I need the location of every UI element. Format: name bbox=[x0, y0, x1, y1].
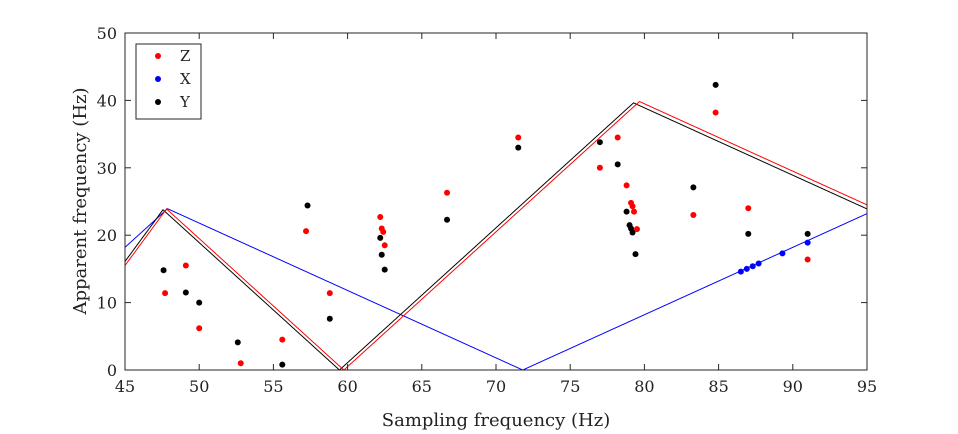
points-x bbox=[737, 239, 811, 275]
data-point-x bbox=[749, 263, 756, 270]
y-tick-label: 0 bbox=[107, 361, 117, 380]
x-tick-label: 55 bbox=[263, 377, 283, 396]
data-point-z bbox=[745, 205, 752, 212]
x-tick-label: 90 bbox=[783, 377, 803, 396]
data-point-y bbox=[712, 81, 719, 88]
data-point-y bbox=[745, 230, 752, 237]
data-point-z bbox=[303, 228, 310, 235]
data-point-y bbox=[381, 266, 388, 273]
y-tick-label: 10 bbox=[97, 294, 117, 313]
series-line-z bbox=[125, 101, 867, 370]
data-point-z bbox=[444, 189, 451, 196]
data-point-z bbox=[279, 336, 286, 343]
series-line-y bbox=[125, 102, 867, 370]
data-point-y bbox=[614, 161, 621, 168]
data-point-z bbox=[377, 214, 384, 220]
y-axis-label: Apparent frequency (Hz) bbox=[70, 87, 91, 315]
legend-marker-x bbox=[155, 76, 161, 82]
data-point-y bbox=[515, 144, 522, 151]
data-point-y bbox=[182, 289, 189, 296]
x-axis: 45 50 55 60 65 70 75 80 85 90 95 bbox=[115, 33, 877, 396]
data-point-y bbox=[279, 361, 286, 368]
legend-marker-z bbox=[155, 53, 161, 59]
y-tick-label: 50 bbox=[97, 24, 117, 43]
data-point-z bbox=[182, 262, 189, 269]
x-tick-label: 45 bbox=[115, 377, 135, 396]
x-tick-label: 50 bbox=[189, 377, 209, 396]
y-tick-label: 40 bbox=[97, 91, 117, 110]
data-point-z bbox=[804, 256, 811, 263]
data-point-y bbox=[378, 251, 385, 258]
data-point-y bbox=[690, 184, 697, 191]
legend-marker-y bbox=[155, 99, 161, 105]
data-point-y bbox=[623, 208, 630, 215]
data-point-z bbox=[690, 211, 697, 218]
y-axis: 0 10 20 30 40 50 bbox=[97, 24, 867, 380]
data-point-z bbox=[237, 360, 244, 367]
points-y bbox=[160, 81, 811, 368]
x-axis-label: Sampling frequency (Hz) bbox=[382, 410, 610, 431]
points-z bbox=[162, 109, 811, 367]
legend-box bbox=[135, 43, 202, 120]
x-tick-label: 70 bbox=[486, 377, 506, 396]
legend-label-x: X bbox=[180, 70, 191, 88]
data-point-z bbox=[614, 134, 621, 141]
data-point-z bbox=[326, 290, 333, 297]
y-tick-label: 20 bbox=[97, 226, 117, 245]
series-line-x bbox=[125, 208, 867, 370]
x-tick-label: 75 bbox=[560, 377, 580, 396]
data-point-x bbox=[743, 265, 750, 272]
data-point-y bbox=[632, 251, 639, 258]
data-point-z bbox=[596, 164, 603, 171]
data-point-y bbox=[629, 229, 636, 236]
data-point-y bbox=[160, 267, 167, 274]
data-point-y bbox=[596, 139, 603, 146]
data-point-z bbox=[515, 134, 522, 141]
data-point-x bbox=[804, 239, 811, 246]
data-point-z bbox=[162, 290, 169, 297]
data-point-z bbox=[629, 203, 636, 210]
data-point-y bbox=[377, 234, 384, 241]
data-point-y bbox=[326, 315, 333, 322]
legend-label-z: Z bbox=[180, 47, 190, 65]
data-point-z bbox=[623, 182, 630, 189]
data-point-z bbox=[380, 228, 387, 235]
data-point-z bbox=[381, 242, 388, 249]
x-tick-label: 80 bbox=[634, 377, 654, 396]
x-tick-label: 60 bbox=[337, 377, 357, 396]
data-point-x bbox=[737, 268, 744, 275]
data-point-y bbox=[196, 299, 203, 306]
data-point-y bbox=[804, 230, 811, 237]
legend: ZXY bbox=[135, 43, 202, 120]
data-point-x bbox=[755, 260, 762, 267]
plot-content bbox=[125, 101, 867, 370]
data-point-y bbox=[304, 202, 311, 209]
data-point-z bbox=[712, 109, 719, 116]
x-tick-label: 85 bbox=[708, 377, 728, 396]
data-point-z bbox=[196, 325, 203, 332]
data-point-z bbox=[633, 226, 640, 233]
plot-area-background bbox=[125, 33, 867, 370]
x-tick-label: 65 bbox=[412, 377, 432, 396]
x-tick-label: 95 bbox=[857, 377, 877, 396]
data-point-y bbox=[234, 339, 241, 346]
data-point-x bbox=[779, 250, 786, 257]
legend-label-y: Y bbox=[179, 93, 191, 111]
y-tick-label: 30 bbox=[97, 159, 117, 178]
data-point-z bbox=[631, 208, 638, 215]
data-point-y bbox=[444, 216, 451, 223]
